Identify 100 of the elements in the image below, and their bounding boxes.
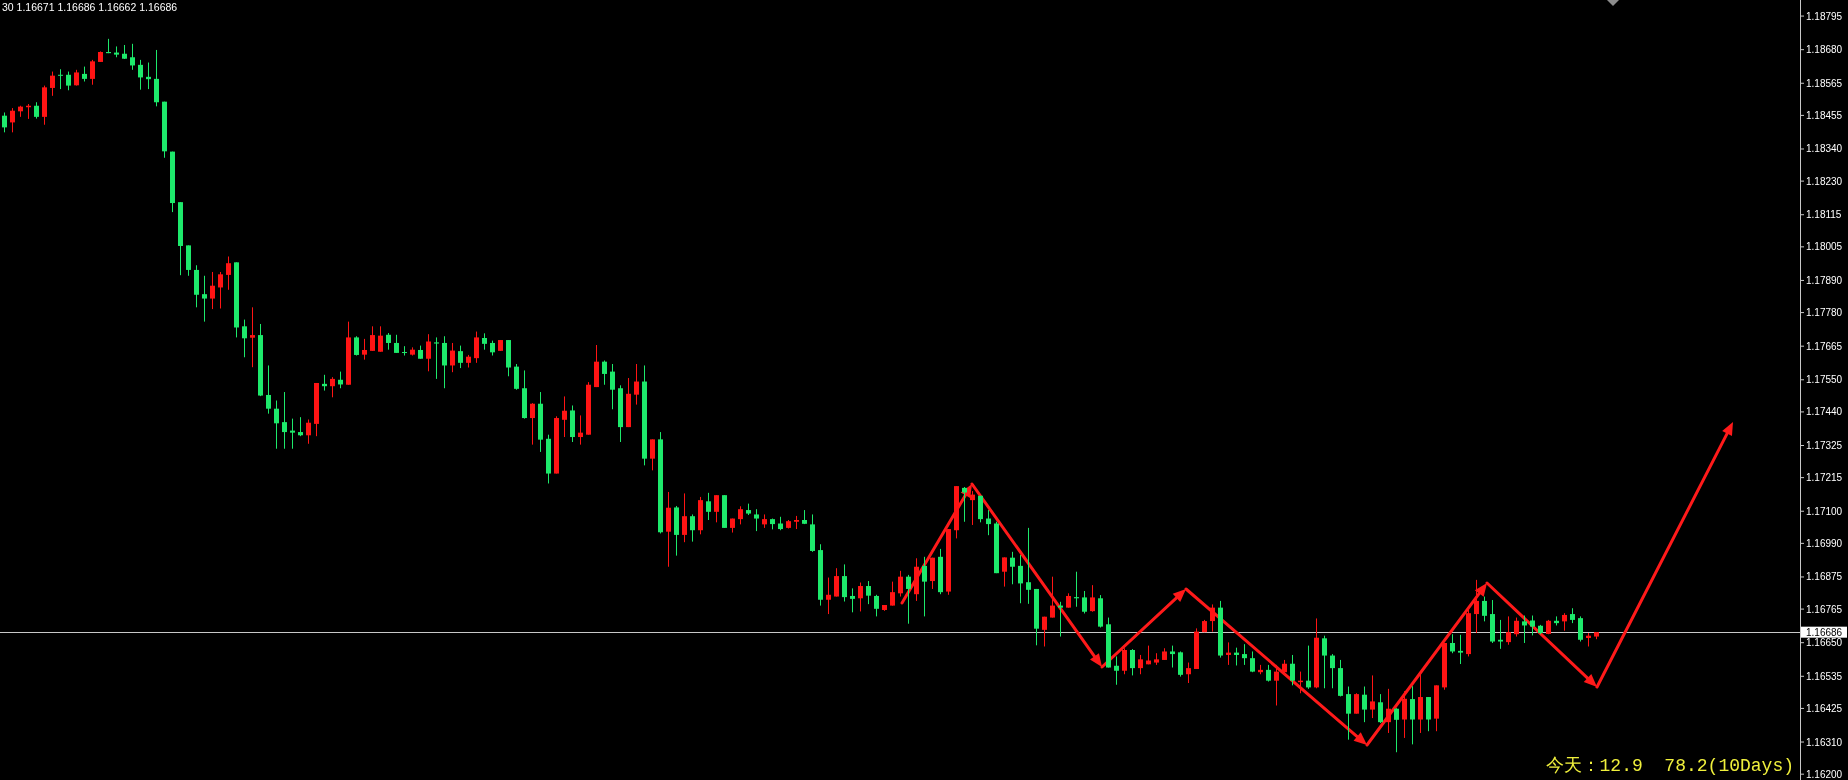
candlestick — [242, 319, 247, 358]
candlestick — [754, 508, 759, 532]
candlestick — [1042, 616, 1047, 647]
candlestick — [858, 582, 863, 612]
candlestick — [458, 345, 463, 369]
y-tick-label: 1.18005 — [1806, 241, 1843, 253]
candlestick — [530, 402, 535, 446]
candlestick — [138, 59, 143, 91]
y-tick-label: 1.17550 — [1806, 374, 1843, 386]
candlestick — [1378, 693, 1383, 724]
candlestick — [578, 414, 583, 446]
candlestick — [402, 345, 407, 357]
candlestick — [1330, 653, 1335, 689]
candlestick — [1458, 634, 1463, 665]
candlestick — [450, 342, 455, 373]
candlestick — [218, 271, 223, 309]
candlestick — [1082, 590, 1087, 614]
candlestick — [354, 335, 359, 357]
candlestick — [1170, 645, 1175, 669]
y-tick-label: 1.16535 — [1806, 670, 1843, 682]
candlestick — [1058, 601, 1063, 638]
candlestick — [930, 557, 935, 590]
y-tick-label: 1.17890 — [1806, 274, 1843, 286]
y-tick-label: 1.17780 — [1806, 307, 1843, 319]
y-tick-label: 1.16875 — [1806, 571, 1843, 583]
candlestick — [1474, 579, 1479, 634]
candlestick — [562, 395, 567, 438]
candlestick — [290, 418, 295, 450]
candlestick — [1274, 664, 1279, 707]
candlestick — [330, 376, 335, 398]
y-tick-label: 1.18680 — [1806, 44, 1843, 56]
candlestick — [690, 513, 695, 543]
candlestick — [154, 49, 159, 107]
candlestick — [978, 495, 983, 523]
candlestick — [1018, 554, 1023, 604]
candlestick — [1322, 635, 1327, 689]
candlestick — [282, 391, 287, 450]
y-tick-label: 1.18340 — [1806, 143, 1843, 155]
candlestick — [306, 419, 311, 445]
y-tick-label: 1.17440 — [1806, 406, 1843, 418]
candlestick — [1370, 674, 1375, 719]
annotation: 今天：12.9 78.2(10Days) — [1545, 756, 1794, 776]
candlestick — [682, 492, 687, 543]
candlestick — [1522, 615, 1527, 644]
candlestick — [1386, 688, 1391, 734]
candlestick — [1410, 685, 1415, 745]
candlestick — [738, 505, 743, 525]
y-tick-label: 1.18795 — [1806, 10, 1843, 22]
candlestick — [1354, 692, 1359, 715]
candlestick — [50, 71, 55, 97]
candlestick — [1210, 603, 1215, 633]
candlestick — [666, 491, 671, 568]
y-tick-label: 1.16765 — [1806, 603, 1843, 615]
candlestick — [650, 438, 655, 471]
candlestick — [1394, 707, 1399, 753]
candlestick — [1290, 654, 1295, 686]
candlestick — [130, 43, 135, 71]
candlestick — [226, 255, 231, 291]
candlestick — [714, 494, 719, 523]
y-tick-label: 1.17100 — [1806, 505, 1843, 517]
y-tick-label: 1.16200 — [1806, 768, 1843, 780]
candlestick — [58, 68, 63, 90]
y-tick-label: 1.16310 — [1806, 736, 1843, 748]
candlestick — [1506, 615, 1511, 646]
candlestick — [1114, 655, 1119, 686]
candlestick — [842, 563, 847, 603]
candlestick — [1178, 650, 1183, 678]
y-tick-label: 1.18115 — [1806, 209, 1842, 221]
candlestick — [1010, 551, 1015, 585]
candlestick — [890, 581, 895, 607]
candlestick — [370, 325, 375, 352]
candlestick — [90, 59, 95, 86]
candlestick — [866, 580, 871, 605]
candlestick — [1578, 615, 1583, 643]
candlestick — [442, 335, 447, 389]
candlestick — [922, 556, 927, 617]
candlestick — [378, 325, 383, 353]
candlestick — [962, 486, 967, 523]
candlestick — [706, 492, 711, 521]
ref-line-label: 1.16686 — [1806, 626, 1843, 638]
candlestick — [426, 333, 431, 372]
candlestick — [610, 363, 615, 410]
y-tick-label: 1.16650 — [1806, 637, 1843, 649]
candlestick — [1426, 696, 1431, 732]
candlestick — [1362, 686, 1367, 723]
candlestick — [2, 111, 7, 133]
candlestick — [874, 594, 879, 617]
y-tick-label: 1.17665 — [1806, 340, 1843, 352]
candlestick — [1482, 596, 1487, 622]
candlestick — [1242, 643, 1247, 666]
candlestick — [1002, 556, 1007, 588]
candlestick — [1450, 633, 1455, 654]
candlestick — [826, 577, 831, 615]
candlestick — [1130, 648, 1135, 676]
y-tick-label: 1.17215 — [1806, 472, 1843, 484]
candlestick — [202, 275, 207, 323]
y-tick-label: 1.16425 — [1806, 702, 1843, 714]
candlestick — [1186, 662, 1191, 684]
candlestick — [1530, 615, 1535, 636]
candlestick — [274, 400, 279, 450]
